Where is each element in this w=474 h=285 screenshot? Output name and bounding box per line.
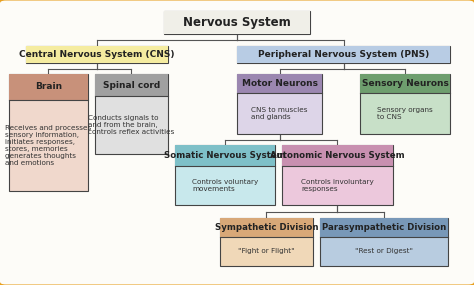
- Bar: [320, 218, 448, 266]
- Text: Controls involuntary
responses: Controls involuntary responses: [301, 179, 374, 192]
- Bar: [175, 145, 275, 205]
- Text: Receives and processes
sensory information,
initiates responses,
stores, memorie: Receives and processes sensory informati…: [6, 125, 91, 166]
- Text: Spinal cord: Spinal cord: [103, 81, 160, 90]
- Text: Autonomic Nervous System: Autonomic Nervous System: [270, 151, 405, 160]
- Bar: [360, 74, 450, 93]
- Text: Central Nervous System (CNS): Central Nervous System (CNS): [19, 50, 175, 59]
- Text: Sensory organs
to CNS: Sensory organs to CNS: [377, 107, 433, 120]
- Text: Brain: Brain: [35, 82, 62, 91]
- Text: "Rest or Digest": "Rest or Digest": [355, 248, 413, 254]
- Bar: [220, 218, 313, 266]
- Bar: [95, 74, 168, 154]
- Bar: [237, 74, 322, 93]
- Bar: [282, 145, 393, 166]
- Bar: [360, 74, 450, 134]
- Text: Peripheral Nervous System (PNS): Peripheral Nervous System (PNS): [258, 50, 429, 59]
- Bar: [237, 46, 450, 63]
- Bar: [282, 145, 393, 205]
- Bar: [9, 74, 88, 100]
- Text: Sensory Neurons: Sensory Neurons: [362, 79, 449, 88]
- Bar: [164, 11, 310, 34]
- Text: Motor Neurons: Motor Neurons: [242, 79, 318, 88]
- Bar: [237, 74, 322, 134]
- Text: Conducts signals to
and from the brain,
controls reflex activities: Conducts signals to and from the brain, …: [88, 115, 175, 135]
- Text: Sympathetic Division: Sympathetic Division: [215, 223, 319, 232]
- Text: Somatic Nervous System: Somatic Nervous System: [164, 151, 286, 160]
- Text: Parasympathetic Division: Parasympathetic Division: [322, 223, 446, 232]
- Text: "Fight or Flight": "Fight or Flight": [238, 248, 295, 254]
- Bar: [175, 145, 275, 166]
- Bar: [26, 46, 168, 63]
- Text: CNS to muscles
and glands: CNS to muscles and glands: [251, 107, 308, 120]
- Text: Nervous System: Nervous System: [183, 16, 291, 29]
- Bar: [320, 218, 448, 237]
- Bar: [9, 74, 88, 191]
- Bar: [95, 74, 168, 96]
- Bar: [237, 46, 450, 63]
- Text: Controls voluntary
movements: Controls voluntary movements: [192, 179, 258, 192]
- Bar: [26, 46, 168, 63]
- Bar: [164, 11, 310, 34]
- Bar: [220, 218, 313, 237]
